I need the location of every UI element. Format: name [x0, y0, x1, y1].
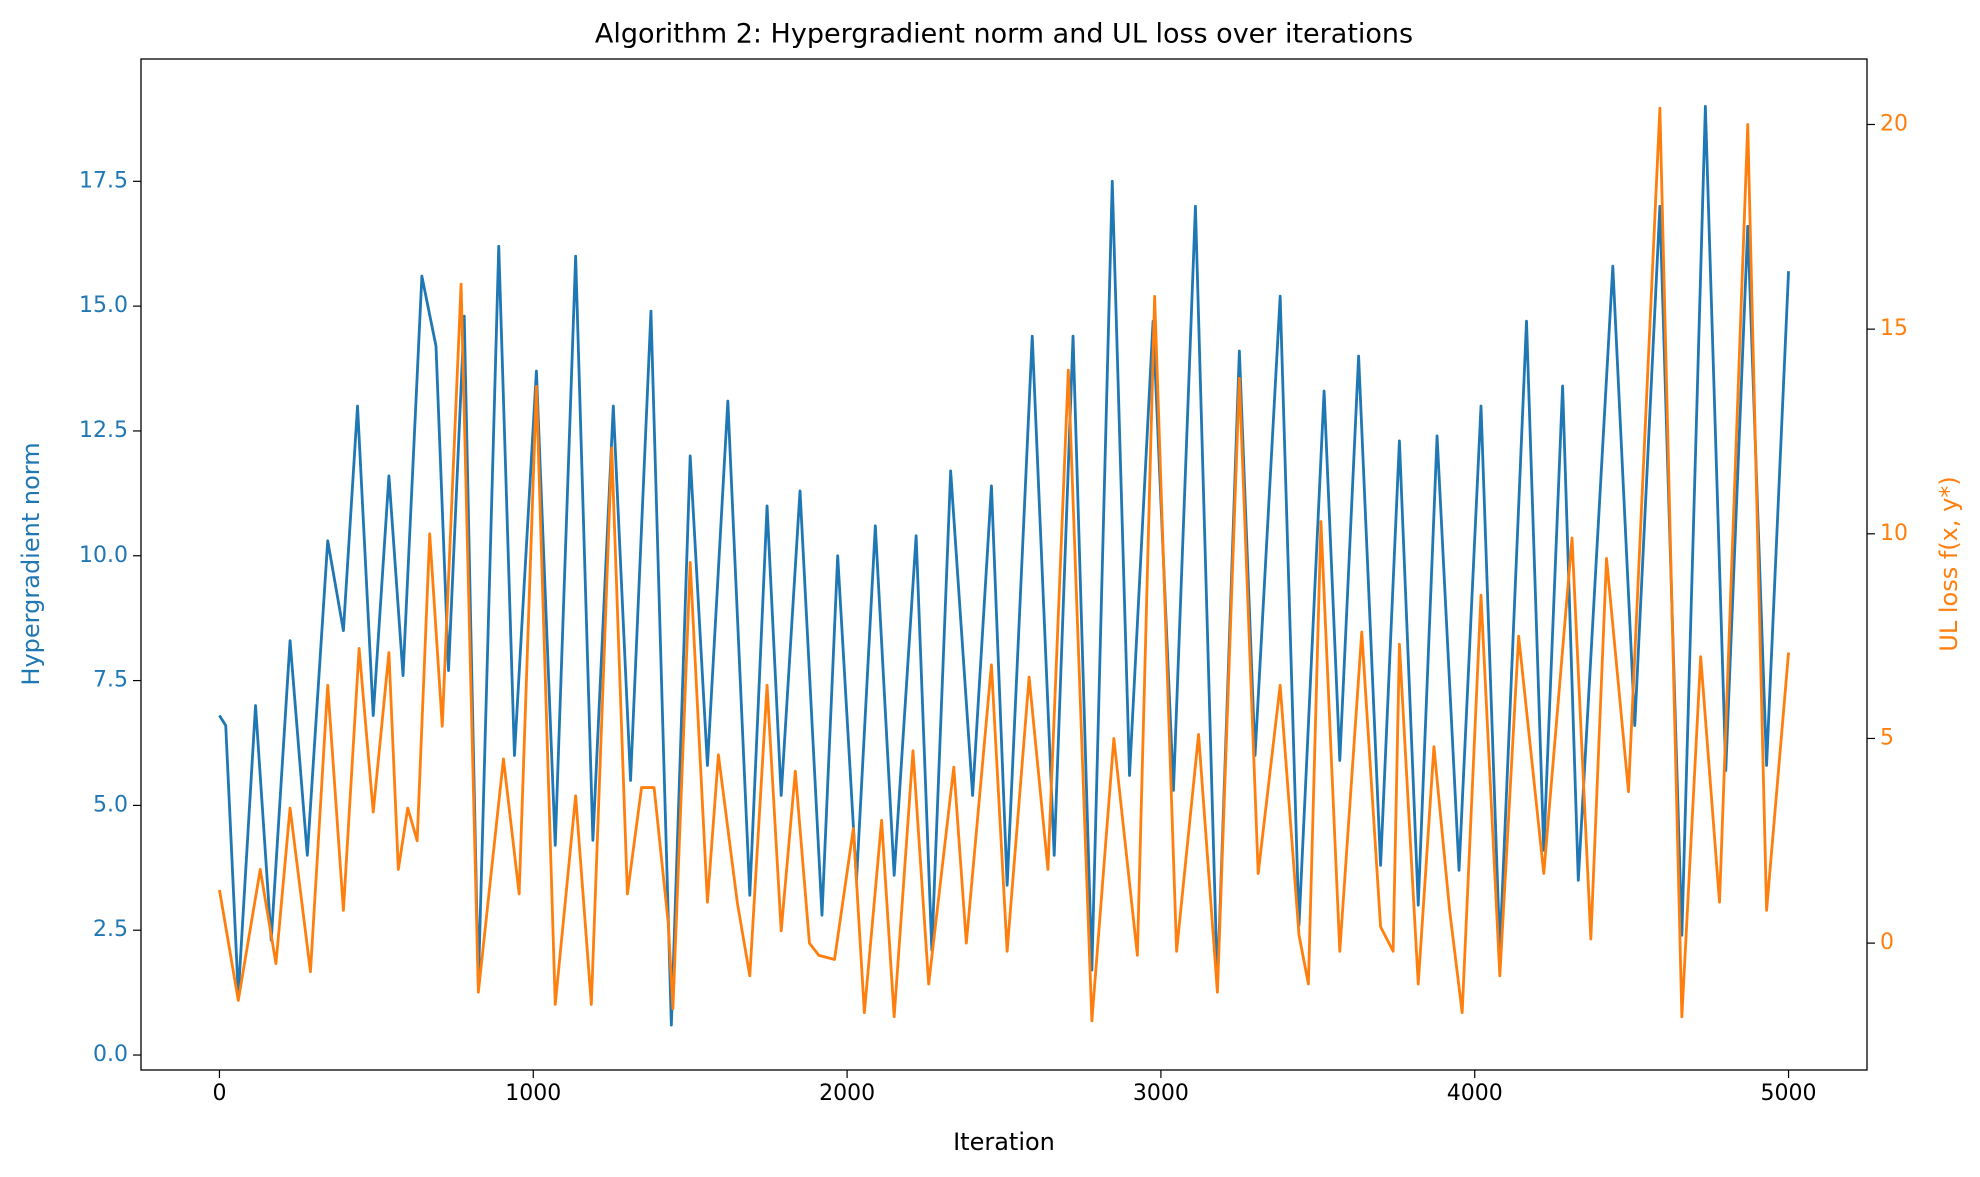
x-tick-label: 0 — [212, 1081, 226, 1106]
y-tick-label: 15.0 — [79, 293, 128, 318]
y-axis-label: Hypergradient norm — [17, 442, 45, 685]
y-tick-label: 10.0 — [79, 543, 128, 568]
x-axis-label: Iteration — [953, 1128, 1055, 1156]
chart-title: Algorithm 2: Hypergradient norm and UL l… — [595, 19, 1413, 50]
y-tick-label: 0.0 — [93, 1042, 128, 1067]
x-tick-label: 1000 — [505, 1081, 561, 1106]
y2-axis-label: UL loss f(x, y*) — [1935, 476, 1963, 651]
y2-tick-label: 0 — [1880, 930, 1894, 955]
y-tick-label: 12.5 — [79, 418, 128, 443]
x-tick-label: 2000 — [819, 1081, 875, 1106]
y-tick-label: 5.0 — [93, 792, 128, 817]
y2-tick-label: 20 — [1880, 111, 1908, 136]
y-tick-label: 7.5 — [93, 668, 128, 693]
y-tick-label: 17.5 — [79, 168, 128, 193]
y2-tick-label: 15 — [1880, 316, 1908, 341]
y2-tick-label: 5 — [1880, 725, 1894, 750]
plot-frame — [140, 58, 1868, 1071]
x-tick-label: 5000 — [1761, 1081, 1817, 1106]
y-tick-label: 2.5 — [93, 917, 128, 942]
y2-tick-label: 10 — [1880, 521, 1908, 546]
x-tick-label: 4000 — [1447, 1081, 1503, 1106]
data-line — [218, 106, 1790, 1023]
x-tick-label: 3000 — [1133, 1081, 1189, 1106]
